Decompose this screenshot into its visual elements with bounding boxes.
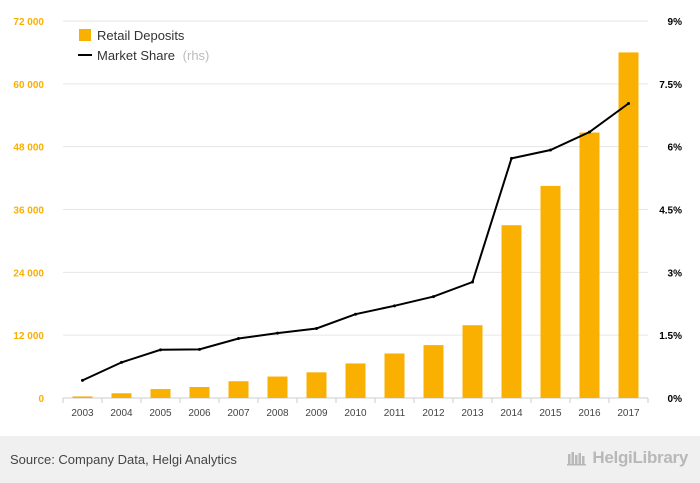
point-market-share[interactable] <box>81 378 84 382</box>
grid <box>63 20 648 399</box>
point-market-share[interactable] <box>198 347 201 351</box>
x-tick-label: 2014 <box>500 408 523 419</box>
point-market-share[interactable] <box>471 280 474 284</box>
y-right-tick-label: 7.5% <box>659 80 682 91</box>
brand-logo[interactable]: HelgiLibrary <box>567 448 688 468</box>
point-market-share[interactable] <box>159 348 162 352</box>
chart: 2003 2004 2005 2006 2007 2008 2009 2010 2011 2012… <box>13 17 682 419</box>
bar-retail-deposits[interactable] <box>267 376 288 398</box>
legend-swatch-bar <box>79 29 91 41</box>
bar-retail-deposits[interactable] <box>579 132 600 398</box>
point-market-share[interactable] <box>510 156 513 160</box>
y-right-tick-label: 6% <box>668 143 683 154</box>
bar-retail-deposits[interactable] <box>618 52 639 399</box>
bar-retail-deposits[interactable] <box>306 372 327 398</box>
bar-retail-deposits[interactable] <box>228 381 249 398</box>
x-tick-label: 2005 <box>149 408 172 419</box>
x-tick-label: 2008 <box>266 408 289 419</box>
x-tick-label: 2003 <box>71 408 94 419</box>
y-left-tick-label: 72 000 <box>13 17 44 28</box>
y-left-tick-label: 12 000 <box>13 331 44 342</box>
point-market-share[interactable] <box>237 337 240 341</box>
footer: Source: Company Data, Helgi Analytics He… <box>0 436 700 483</box>
y-axis-right: 0% 1.5% 3% 4.5% 6% 7.5% 9% <box>659 17 682 405</box>
bar-retail-deposits[interactable] <box>72 396 93 398</box>
y-right-tick-label: 4.5% <box>659 206 682 217</box>
legend-label-share: Market Share (rhs) <box>97 48 209 63</box>
bar-retail-deposits[interactable] <box>111 393 132 398</box>
bar-retail-deposits[interactable] <box>501 225 522 398</box>
x-axis: 2003 2004 2005 2006 2007 2008 2009 2010 2011 2012… <box>62 398 649 419</box>
y-left-tick-label: 0 <box>38 394 44 405</box>
point-market-share[interactable] <box>549 148 552 152</box>
y-left-tick-label: 36 000 <box>13 206 44 217</box>
point-market-share[interactable] <box>432 295 435 299</box>
y-right-tick-label: 3% <box>668 268 683 279</box>
y-left-tick-label: 60 000 <box>13 80 44 91</box>
bar-retail-deposits[interactable] <box>540 185 561 398</box>
legend: Retail Deposits Market Share (rhs) <box>78 28 209 63</box>
point-market-share[interactable] <box>354 312 357 316</box>
bar-retail-deposits[interactable] <box>189 387 210 398</box>
x-tick-label: 2009 <box>305 408 328 419</box>
point-market-share[interactable] <box>393 304 396 308</box>
bars <box>72 52 639 399</box>
bar-retail-deposits[interactable] <box>462 325 483 398</box>
bar-retail-deposits[interactable] <box>345 363 366 398</box>
x-tick-label: 2013 <box>461 408 484 419</box>
point-market-share[interactable] <box>276 331 279 335</box>
x-tick-label: 2006 <box>188 408 211 419</box>
y-axis-left: 0 12 000 24 000 36 000 48 000 60 000 72 000 <box>13 17 44 405</box>
point-market-share[interactable] <box>588 130 591 134</box>
x-tick-label: 2004 <box>110 408 133 419</box>
library-books-icon <box>567 452 587 466</box>
x-tick-label: 2016 <box>578 408 601 419</box>
y-left-tick-label: 24 000 <box>13 268 44 279</box>
bar-retail-deposits[interactable] <box>384 353 405 398</box>
x-tick-label: 2007 <box>227 408 250 419</box>
brand-name: HelgiLibrary <box>592 448 688 467</box>
bar-retail-deposits[interactable] <box>423 345 444 398</box>
x-tick-label: 2015 <box>539 408 562 419</box>
x-tick-label: 2012 <box>422 408 445 419</box>
x-tick-label: 2017 <box>617 408 640 419</box>
legend-label-share-text: Market Share <box>97 48 175 63</box>
y-left-tick-label: 48 000 <box>13 143 44 154</box>
point-market-share[interactable] <box>627 102 630 106</box>
point-market-share[interactable] <box>120 360 123 364</box>
source-text: Source: Company Data, Helgi Analytics <box>10 452 237 467</box>
y-right-tick-label: 0% <box>668 394 683 405</box>
y-right-tick-label: 1.5% <box>659 331 682 342</box>
y-right-tick-label: 9% <box>668 17 683 28</box>
legend-label-deposits: Retail Deposits <box>97 28 185 43</box>
legend-label-share-suffix: (rhs) <box>183 48 210 63</box>
bar-retail-deposits[interactable] <box>150 389 171 398</box>
x-tick-label: 2011 <box>384 408 406 419</box>
line-series <box>81 102 630 382</box>
point-market-share[interactable] <box>315 326 318 330</box>
x-tick-label: 2010 <box>344 408 367 419</box>
